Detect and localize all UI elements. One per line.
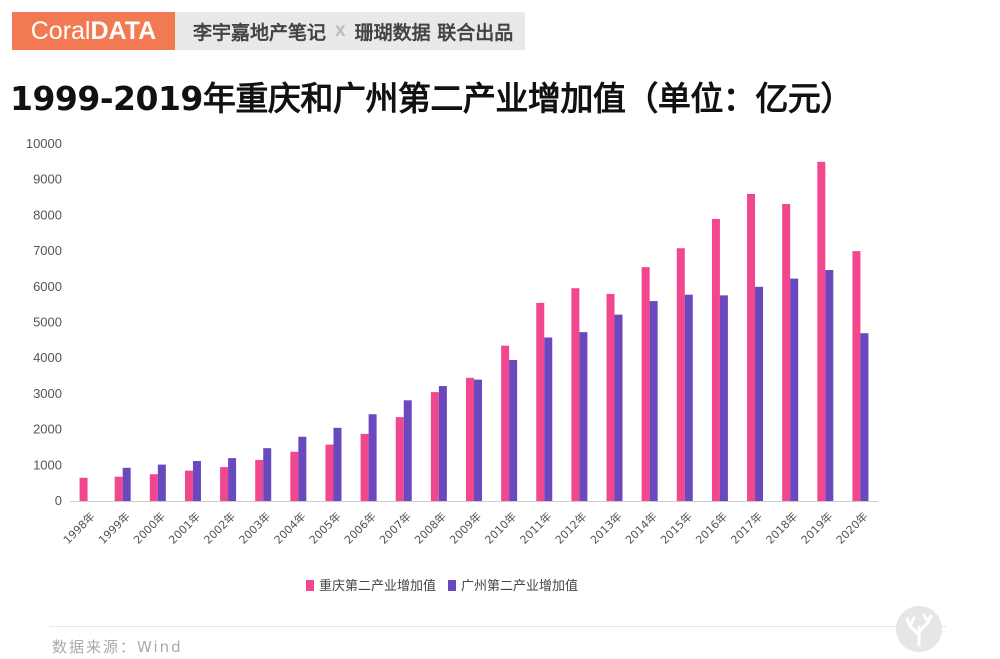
bar-chongqing [817,161,826,501]
bar-chongqing [114,476,123,501]
x-tick-label: 2002年 [201,509,238,546]
bar-chongqing [571,288,580,501]
y-tick-label: 5000 [33,315,62,330]
brand-bar: CoralDATA 李宇嘉地产笔记 x 珊瑚数据 联合出品 [12,12,526,50]
bar-chongqing [220,467,229,501]
bar-chongqing [852,251,861,501]
bar-chongqing [255,459,264,501]
legend-label-guangzhou: 广州第二产业增加值 [461,578,578,594]
bar-guangzhou [579,332,588,501]
x-tick-label: 2013年 [587,509,624,546]
bar-guangzhou [684,294,693,501]
bar-chongqing [676,248,685,501]
y-tick-label: 1000 [33,457,62,472]
legend: 重庆第二产业增加值 广州第二产业增加值 [306,578,578,594]
x-tick-label: 2011年 [517,509,554,546]
footer-divider [50,626,945,627]
x-tick-label: 2007年 [376,509,413,546]
y-tick-label: 10000 [26,136,62,151]
bar-guangzhou [298,436,307,501]
bar-guangzhou [544,337,553,501]
bar-guangzhou [649,301,658,501]
bar-guangzhou [438,386,447,501]
bar-guangzhou [368,414,377,501]
bar-guangzhou [333,427,342,501]
bar-guangzhou [263,448,272,501]
x-tick-label: 2000年 [130,509,167,546]
bar-guangzhou [157,464,166,501]
x-axis: 1998年1999年2000年2001年2002年2003年2004年2005年… [60,509,870,546]
bar-chongqing [184,470,193,501]
coraldata-logo: CoralDATA [12,12,175,50]
bar-guangzhou [228,458,237,501]
x-tick-label: 2015年 [657,509,694,546]
bar-guangzhou [825,270,834,501]
brand-banner: 李宇嘉地产笔记 x 珊瑚数据 联合出品 [175,12,526,50]
bar-chongqing [430,392,439,501]
bar-chongqing [606,293,615,501]
bar-chongqing [79,477,88,501]
y-axis: 0 1000 2000 3000 4000 5000 6000 7000 8000 9000 100… [26,136,878,508]
x-tick-label: 2009年 [447,509,484,546]
x-tick-label: 1999年 [95,509,132,546]
y-tick-label: 3000 [33,386,62,401]
legend-label-chongqing: 重庆第二产业增加值 [319,578,436,594]
x-tick-label: 2006年 [341,509,378,546]
y-tick-label: 6000 [33,279,62,294]
x-tick-label: 2012年 [552,509,589,546]
bar-guangzhou [122,467,131,501]
x-tick-label: 2005年 [306,509,343,546]
bar-chongqing [747,193,756,502]
bars [79,161,869,502]
x-tick-label: 2020年 [833,509,870,546]
bar-guangzhou [509,359,518,501]
bar-chongqing [290,451,299,501]
bar-chongqing [325,444,334,501]
y-tick-label: 0 [55,493,62,508]
x-tick-label: 2016年 [693,509,730,546]
y-tick-label: 4000 [33,350,62,365]
coral-watermark-icon [896,606,942,652]
x-tick-label: 1998年 [60,509,97,546]
bar-chongqing [536,302,545,501]
bar-guangzhou [614,314,623,501]
x-tick-label: 2017年 [728,509,765,546]
brand-left-text: 李宇嘉地产笔记 [193,21,327,44]
bar-chongqing [149,474,158,501]
y-tick-label: 7000 [33,243,62,258]
y-tick-label: 2000 [33,422,62,437]
bar-chongqing [466,377,474,501]
brand-separator: x [335,20,346,41]
bar-chongqing [711,218,720,501]
data-source: 数据来源：Wind [52,638,183,656]
x-tick-label: 2003年 [236,509,273,546]
bar-guangzhou [790,278,799,501]
x-tick-label: 2014年 [622,509,659,546]
x-tick-label: 2019年 [798,509,835,546]
legend-swatch [306,580,314,591]
x-tick-label: 2010年 [482,509,519,546]
x-tick-label: 2018年 [763,509,800,546]
bar-guangzhou [719,295,728,501]
bar-chongqing [360,433,369,501]
bar-guangzhou [755,286,764,501]
brand-right-text: 珊瑚数据 联合出品 [354,21,514,44]
bar-chongqing [782,203,791,501]
bar-chongqing [501,345,510,501]
bar-guangzhou [403,400,412,501]
bar-chongqing [641,267,650,501]
bar-chongqing [395,417,404,501]
legend-swatch [448,580,457,591]
x-tick-label: 2008年 [412,509,449,546]
y-tick-label: 9000 [33,172,62,187]
x-tick-label: 2001年 [166,509,203,546]
x-tick-label: 2004年 [271,509,308,546]
bar-guangzhou [474,379,482,501]
bar-guangzhou [860,333,869,501]
y-tick-label: 8000 [33,207,62,222]
chart-title: 1999-2019年重庆和广州第二产业增加值（单位：亿元） [10,79,853,118]
bar-guangzhou [192,461,201,501]
